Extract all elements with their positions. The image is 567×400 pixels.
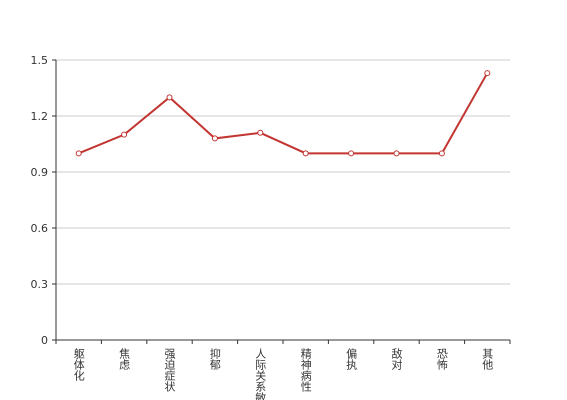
point [438, 150, 445, 157]
point [393, 150, 400, 157]
point [75, 150, 82, 157]
y-tick-label: 1.2 [31, 110, 49, 123]
line [78, 72, 489, 155]
point [484, 70, 491, 77]
x-tick-label: 敌对 [390, 347, 403, 370]
x-tick-label: 人际关系敏感 [254, 348, 267, 400]
y-tick-label: 1.5 [31, 54, 49, 67]
point [348, 150, 355, 157]
point [211, 135, 218, 142]
point [166, 94, 173, 101]
x-tick-label: 其他 [481, 348, 494, 370]
x-tick-label: 焦虑 [118, 348, 131, 370]
y-tick-label: 0.3 [31, 278, 49, 291]
x-tick-label: 抑郁 [208, 347, 221, 370]
x-tick-label: 精神病性 [299, 348, 312, 393]
x-tick-label: 偏执 [345, 347, 358, 371]
y-tick-label: 0.9 [31, 166, 49, 179]
x-tick-label: 恐怖 [435, 348, 448, 370]
x-tick-label: 躯体化 [72, 348, 85, 382]
y-tick-label: 0.6 [31, 222, 49, 235]
x-tick-label: 强迫症状 [163, 348, 176, 392]
point [257, 129, 264, 136]
point [121, 131, 128, 138]
y-tick-label: 0 [41, 334, 48, 347]
point [302, 150, 309, 157]
